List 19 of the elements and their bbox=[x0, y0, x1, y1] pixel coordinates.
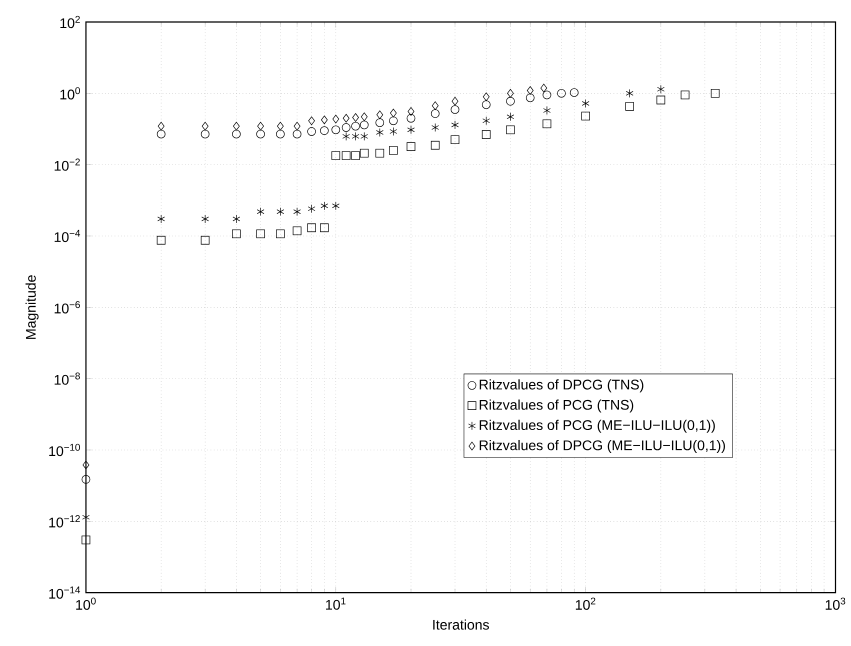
y-tick-label: 10$^{−10}$ bbox=[49, 444, 80, 456]
x-tick-label: 10$^{3}$ bbox=[826, 598, 846, 610]
legend-label: Ritzvalues of PCG (ME−ILU−ILU(0,1)) bbox=[480, 420, 715, 433]
legend-label: Ritzvalues of DPCG (TNS) bbox=[480, 379, 644, 393]
y-tick-label: 10$^{−6}$ bbox=[54, 301, 80, 314]
y-tick-label: 10$^{−2}$ bbox=[54, 158, 80, 171]
y-tick-label: 10$^{−8}$ bbox=[54, 372, 80, 385]
x-tick-label: 10$^{0}$ bbox=[76, 598, 96, 610]
y-tick-label: 10$^{−14}$ bbox=[49, 586, 80, 599]
legend-label: Ritzvalues of DPCG (ME−ILU−ILU(0,1)) bbox=[480, 440, 725, 454]
y-tick-label: 10$^{−4}$ bbox=[54, 230, 80, 242]
y-tick-label: 10$^{0}$ bbox=[60, 87, 80, 100]
y-axis-title: Magnitude bbox=[26, 275, 39, 340]
y-tick-label: 10$^{−12}$ bbox=[49, 515, 80, 528]
y-tick-label: 10$^{2}$ bbox=[60, 16, 80, 28]
x-tick-label: 10$^{1}$ bbox=[326, 598, 346, 610]
x-axis-title: Iterations bbox=[433, 620, 489, 630]
x-tick-label: 10$^{2}$ bbox=[576, 598, 596, 610]
legend-label: Ritzvalues of PCG (TNS) bbox=[480, 400, 634, 413]
